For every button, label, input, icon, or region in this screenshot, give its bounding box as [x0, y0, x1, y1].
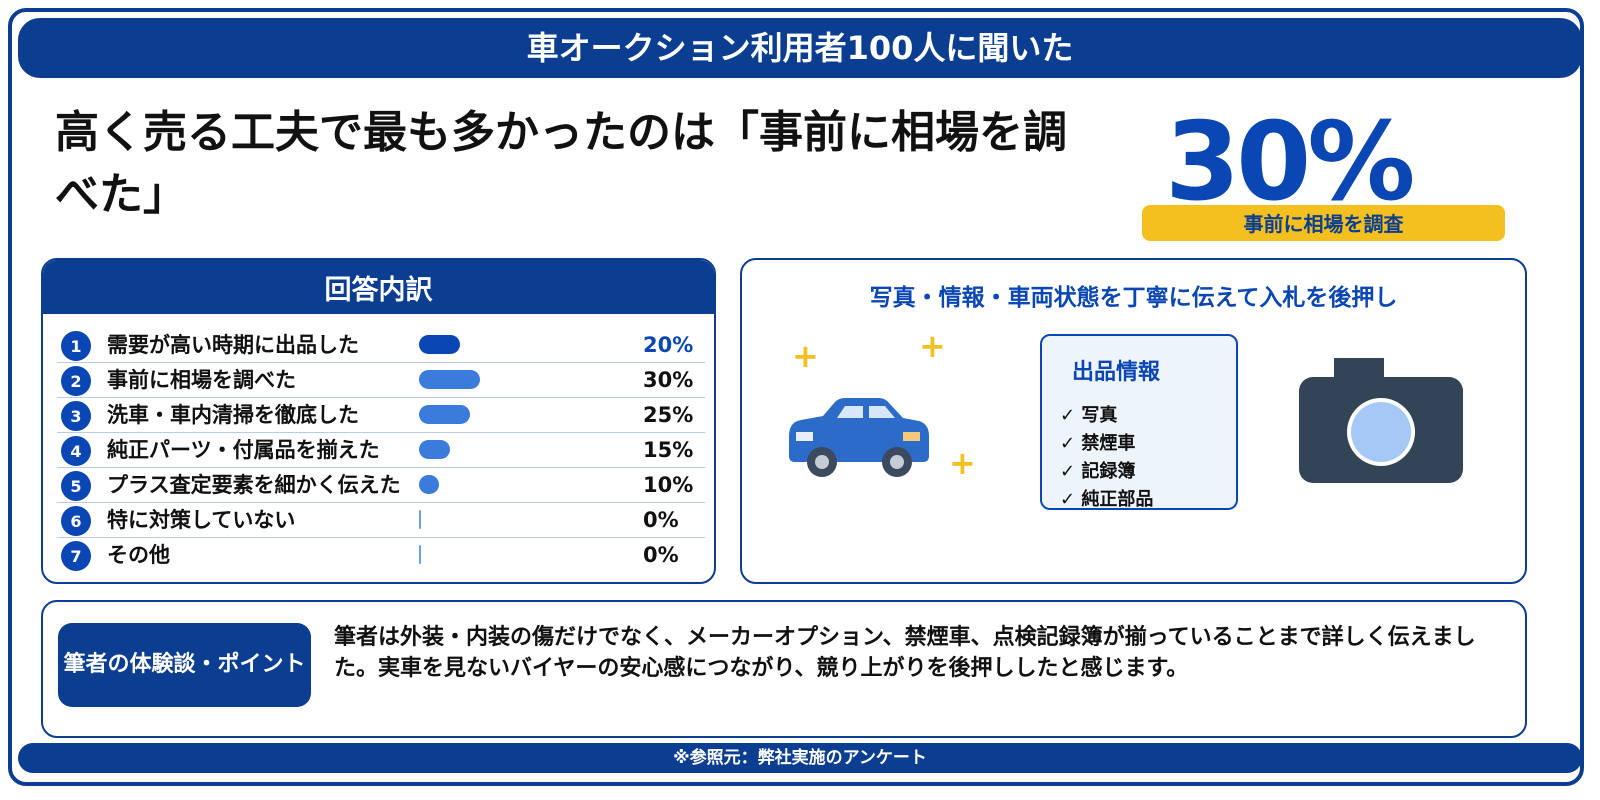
- list-item: ✓ 写真: [1060, 405, 1118, 426]
- rank-badge: 7: [61, 541, 91, 571]
- experience-panel: 筆者の体験談・ポイント 筆者は外装・内装の傷だけでなく、メーカーオプション、禁煙…: [41, 600, 1527, 738]
- listing-info-title: 出品情報: [1072, 360, 1161, 385]
- experience-text: 筆者は外装・内装の傷だけでなく、メーカーオプション、禁煙車、点検記録簿が揃ってい…: [334, 625, 1476, 681]
- value-label: 25%: [643, 403, 694, 427]
- table-row: 6 特に対策していない 0%: [57, 503, 705, 538]
- rank-badge: 4: [61, 436, 91, 466]
- value-label: 0%: [643, 543, 679, 567]
- bar: [419, 475, 440, 494]
- table-row: 4 純正パーツ・付属品を揃えた 15%: [57, 433, 705, 468]
- table-row: 3 洗車・車内清掃を徹底した 25%: [57, 398, 705, 433]
- rank-badge: 5: [61, 471, 91, 501]
- breakdown-chart: 1 需要が高い時期に出品した 20% 2 事前に相場を調べた 30% 3 洗車・車内清掃を徹底…: [57, 328, 705, 573]
- rank-badge: 3: [61, 401, 91, 431]
- table-row: 5 プラス査定要素を細かく伝えた 10%: [57, 468, 705, 503]
- sparkle-icon: +: [792, 337, 819, 375]
- bar: [419, 545, 421, 564]
- bar: [419, 440, 450, 459]
- value-label: 30%: [643, 368, 694, 392]
- breakdown-panel: 回答内訳 1 需要が高い時期に出品した 20% 2 事前に相場を調べた 30% 3 洗車・車内…: [41, 258, 716, 584]
- value-label: 10%: [643, 473, 694, 497]
- visual-panel: 写真・情報・車両状態を丁寧に伝えて入札を後押し + + + 出品情報 ✓ 写真 …: [740, 258, 1527, 584]
- rank-badge: 6: [61, 506, 91, 536]
- rank-badge: 1: [61, 331, 91, 361]
- breakdown-title: 回答内訳: [43, 260, 714, 314]
- rank-badge: 2: [61, 366, 91, 396]
- car-icon: [789, 398, 929, 477]
- category-label: 純正パーツ・付属品を揃えた: [107, 438, 380, 462]
- listing-info-list: ✓ 写真 ✓ 禁煙車 ✓ 記録簿 ✓ 純正部品: [1060, 402, 1153, 514]
- list-item: ✓ 記録簿: [1060, 461, 1136, 482]
- category-label: 需要が高い時期に出品した: [107, 333, 359, 357]
- value-label: 20%: [643, 333, 694, 357]
- table-row: 2 事前に相場を調べた 30%: [57, 363, 705, 398]
- headline: 高く売る工夫で最も多かったのは「事前に相場を調べた」: [55, 107, 1067, 220]
- bar: [419, 370, 481, 389]
- category-label: その他: [107, 543, 170, 567]
- table-row: 7 その他 0%: [57, 538, 705, 573]
- category-label: 事前に相場を調べた: [107, 368, 296, 392]
- list-item: ✓ 禁煙車: [1060, 433, 1136, 454]
- list-item: ✓ 純正部品: [1060, 489, 1154, 510]
- experience-tag: 筆者の体験談・ポイント: [58, 623, 311, 707]
- bar: [419, 405, 470, 424]
- visual-title: 写真・情報・車両状態を丁寧に伝えて入札を後押し: [869, 285, 1398, 311]
- sparkle-icon: +: [949, 444, 976, 482]
- listing-info-card: 出品情報 ✓ 写真 ✓ 禁煙車 ✓ 記録簿 ✓ 純正部品: [1040, 334, 1238, 510]
- category-label: プラス査定要素を細かく伝えた: [107, 473, 401, 497]
- value-label: 0%: [643, 508, 679, 532]
- bar: [419, 335, 460, 354]
- top-banner: 車オークション利用者100人に聞いた: [18, 18, 1582, 78]
- bar: [419, 510, 421, 529]
- source-footer: ※参照元：弊社実施のアンケート: [18, 743, 1582, 773]
- highlight-percent: 30%: [1165, 100, 1416, 225]
- value-label: 15%: [643, 438, 694, 462]
- outer-frame: [8, 8, 1584, 786]
- highlight-label: 事前に相場を調査: [1142, 205, 1505, 241]
- category-label: 特に対策していない: [107, 508, 296, 532]
- camera-icon: [1299, 358, 1463, 483]
- table-row: 1 需要が高い時期に出品した 20%: [57, 328, 705, 363]
- sparkle-icon: +: [919, 327, 946, 365]
- category-label: 洗車・車内清掃を徹底した: [107, 403, 359, 427]
